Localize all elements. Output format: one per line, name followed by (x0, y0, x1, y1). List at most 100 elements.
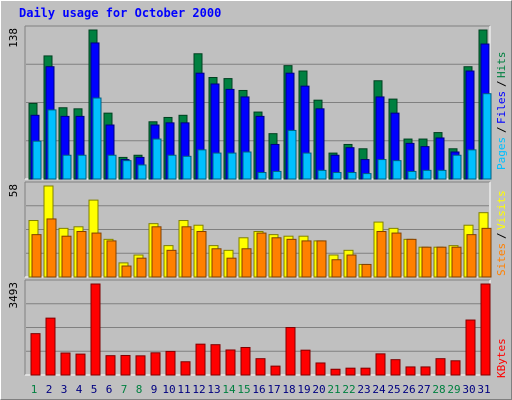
bar-pages-day-23 (362, 173, 372, 180)
bar-kbytes-day-20 (315, 362, 326, 376)
bar-kbytes-day-25 (390, 359, 401, 376)
bar-sites-day-22 (346, 254, 357, 278)
chart-title: Daily usage for October 2000 (19, 6, 221, 20)
x-tick-label-day-5: 5 (91, 383, 98, 396)
bar-kbytes-day-22 (345, 367, 356, 376)
bar-pages-day-13 (212, 152, 222, 180)
bar-kbytes-day-12 (195, 343, 206, 376)
legend-sites: Sites (495, 243, 508, 276)
bar-pages-day-24 (377, 159, 387, 180)
x-tick-label-day-13: 13 (207, 383, 220, 396)
bar-pages-day-14 (227, 152, 237, 180)
bar-kbytes-day-28 (435, 358, 446, 376)
bar-sites-day-2 (46, 218, 57, 278)
x-tick-label-day-27: 27 (417, 383, 430, 396)
bar-kbytes-day-17 (270, 365, 281, 376)
x-tick-label-day-31: 31 (477, 383, 490, 396)
bar-pages-day-12 (197, 149, 207, 180)
legend-files: Files (495, 91, 508, 124)
x-tick-label-day-21: 21 (327, 383, 340, 396)
x-tick-label-day-20: 20 (312, 383, 325, 396)
bar-sites-day-25 (391, 232, 402, 278)
bar-sites-day-23 (361, 263, 372, 278)
x-tick-label-day-19: 19 (297, 383, 310, 396)
bar-sites-day-15 (241, 248, 252, 278)
bar-kbytes-day-11 (180, 361, 191, 376)
bar-kbytes-day-27 (420, 366, 431, 376)
x-tick-label-day-4: 4 (76, 383, 83, 396)
x-tick-label-day-17: 17 (267, 383, 280, 396)
legend-pages: Pages (495, 137, 508, 170)
bar-pages-day-3 (62, 154, 72, 180)
bar-kbytes-day-6 (105, 355, 116, 376)
legend-separator: / (495, 126, 508, 133)
bar-pages-day-4 (77, 154, 87, 180)
x-tick-label-day-22: 22 (342, 383, 355, 396)
bar-kbytes-day-9 (150, 352, 161, 376)
bar-sites-day-18 (286, 238, 297, 278)
legend-separator: / (495, 232, 508, 239)
bar-pages-day-22 (347, 172, 357, 180)
x-tick-label-day-26: 26 (402, 383, 415, 396)
x-tick-label-day-29: 29 (447, 383, 460, 396)
legend-visits: Visits (495, 190, 508, 230)
bar-sites-day-24 (376, 231, 387, 278)
x-tick-label-day-10: 10 (162, 383, 175, 396)
bar-pages-day-11 (182, 155, 192, 180)
y-max-label-kbytes: 3493 (7, 282, 20, 309)
bar-sites-day-9 (151, 226, 162, 278)
bar-kbytes-day-23 (360, 367, 371, 376)
bar-kbytes-day-13 (210, 344, 221, 376)
bar-kbytes-day-24 (375, 353, 386, 376)
bar-sites-day-11 (181, 226, 192, 278)
x-tick-label-day-28: 28 (432, 383, 445, 396)
x-tick-label-day-15: 15 (237, 383, 250, 396)
y-max-label-visits-sites: 58 (7, 184, 20, 197)
bar-pages-day-9 (152, 138, 162, 180)
x-tick-label-day-25: 25 (387, 383, 400, 396)
bar-kbytes-day-5 (90, 283, 101, 376)
bar-files-day-20 (315, 108, 325, 180)
bar-pages-day-21 (332, 172, 342, 180)
bar-sites-day-28 (436, 246, 447, 278)
bar-pages-day-31 (482, 93, 492, 180)
x-tick-label-day-30: 30 (462, 383, 475, 396)
bar-pages-day-29 (452, 154, 462, 180)
x-tick-label-day-6: 6 (106, 383, 113, 396)
x-tick-label-day-3: 3 (61, 383, 68, 396)
bar-pages-day-15 (242, 151, 252, 180)
bar-kbytes-day-3 (60, 352, 71, 376)
legend-hits: Hits (495, 52, 508, 79)
bar-kbytes-day-4 (75, 353, 86, 376)
bar-sites-day-27 (421, 246, 432, 278)
y-max-label-hits-files-pages: 138 (7, 28, 20, 48)
bar-sites-day-6 (106, 240, 117, 278)
bar-kbytes-day-1 (30, 333, 41, 376)
bar-pages-day-2 (47, 109, 57, 180)
bar-kbytes-day-2 (45, 317, 56, 376)
bar-sites-day-30 (466, 234, 477, 278)
x-tick-label-day-12: 12 (192, 383, 205, 396)
x-tick-label-day-24: 24 (372, 383, 386, 396)
x-tick-label-day-16: 16 (252, 383, 265, 396)
bar-sites-day-14 (226, 257, 237, 278)
bar-kbytes-day-21 (330, 368, 341, 376)
bar-pages-day-30 (467, 149, 477, 180)
x-tick-label-day-23: 23 (357, 383, 370, 396)
bar-sites-day-17 (271, 237, 282, 278)
bar-sites-day-16 (256, 232, 267, 278)
x-tick-label-day-2: 2 (46, 383, 53, 396)
bar-sites-day-4 (76, 231, 87, 278)
bar-pages-day-19 (302, 152, 312, 180)
x-tick-label-day-14: 14 (222, 383, 236, 396)
bar-pages-day-1 (32, 140, 42, 180)
bar-kbytes-day-29 (450, 360, 461, 376)
bar-sites-day-10 (166, 249, 177, 278)
bar-pages-day-5 (92, 97, 102, 180)
bar-sites-day-5 (91, 232, 102, 278)
bar-pages-day-16 (257, 172, 267, 180)
bar-kbytes-day-10 (165, 350, 176, 376)
bar-pages-day-8 (137, 164, 147, 180)
x-tick-label-day-9: 9 (151, 383, 158, 396)
